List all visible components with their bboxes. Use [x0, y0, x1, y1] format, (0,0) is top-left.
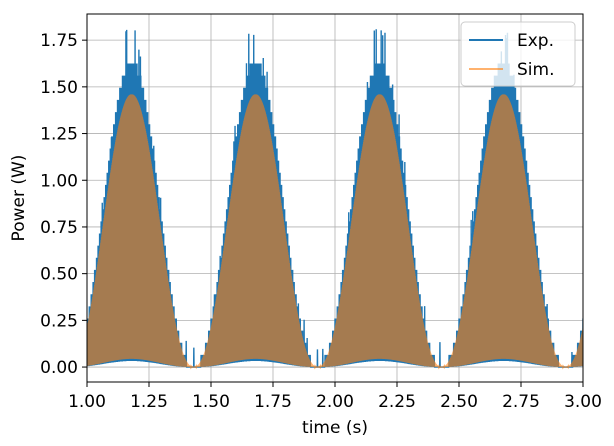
x-tick-label: 3.00 — [564, 392, 602, 412]
x-tick-label: 2.50 — [440, 392, 478, 412]
y-tick-label: 0.75 — [40, 218, 78, 238]
x-tick-label: 1.00 — [68, 392, 106, 412]
x-tick-label: 2.75 — [502, 392, 540, 412]
y-tick-label: 0.00 — [40, 358, 78, 378]
x-tick-label: 1.50 — [192, 392, 230, 412]
x-tick-label: 1.25 — [130, 392, 168, 412]
x-tick-label: 2.25 — [378, 392, 416, 412]
x-tick-label: 2.00 — [316, 392, 354, 412]
y-axis-ticks: 0.00 0.25 0.50 0.75 1.00 1.25 1.50 1.75 — [40, 31, 87, 378]
x-axis-ticks: 1.00 1.25 1.50 1.75 2.00 2.25 2.50 2.75 3.00 — [68, 382, 602, 412]
legend-label-exp: Exp. — [517, 31, 554, 51]
legend-label-sim: Sim. — [517, 60, 554, 80]
y-tick-label: 0.50 — [40, 265, 78, 285]
y-axis-label: Power (W) — [9, 155, 29, 242]
y-tick-label: 1.00 — [40, 171, 78, 191]
x-axis-label: time (s) — [302, 418, 368, 438]
y-tick-label: 1.50 — [40, 78, 78, 98]
y-tick-label: 1.75 — [40, 31, 78, 51]
y-tick-label: 1.25 — [40, 125, 78, 145]
y-tick-label: 0.25 — [40, 311, 78, 331]
series-sim — [87, 94, 583, 370]
x-tick-label: 1.75 — [254, 392, 292, 412]
series-sim-line — [87, 94, 583, 370]
legend: Exp. Sim. — [460, 21, 576, 87]
